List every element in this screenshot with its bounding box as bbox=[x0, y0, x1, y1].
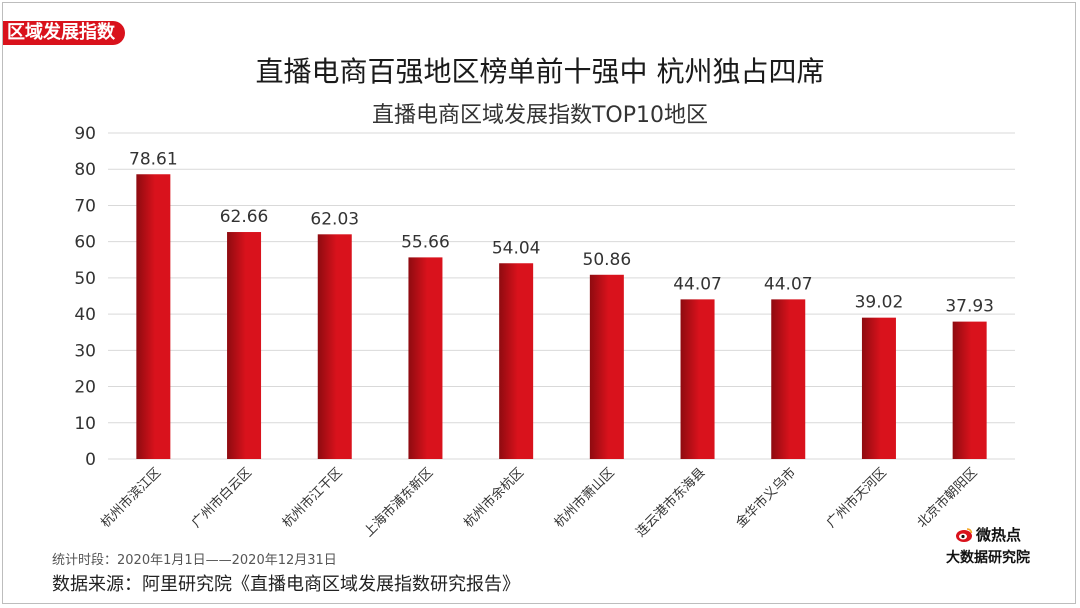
bar bbox=[227, 232, 262, 459]
y-tick-label: 60 bbox=[74, 233, 96, 253]
bar bbox=[136, 174, 171, 459]
time-period-note: 统计时段：2020年1月1日——2020年12月31日 bbox=[52, 553, 337, 568]
brand-top-text: 微热点 bbox=[975, 526, 1021, 544]
bar-value-label: 50.86 bbox=[583, 250, 632, 270]
x-tick-label: 广州市白云区 bbox=[188, 465, 254, 531]
x-tick-label: 上海市浦东新区 bbox=[361, 465, 437, 541]
y-tick-label: 20 bbox=[74, 378, 96, 398]
y-tick-label: 0 bbox=[85, 450, 96, 470]
bar bbox=[952, 321, 987, 459]
bar-value-label: 62.66 bbox=[220, 207, 269, 227]
x-tick-label: 杭州市滨江区 bbox=[98, 465, 164, 531]
bar bbox=[589, 274, 624, 459]
bar-value-label: 78.61 bbox=[129, 149, 178, 169]
data-source: 数据来源：阿里研究院《直播电商区域发展指数研究报告》 bbox=[52, 574, 520, 595]
bar bbox=[499, 263, 534, 459]
y-tick-label: 40 bbox=[74, 305, 96, 325]
bar-value-label: 44.07 bbox=[673, 274, 722, 294]
bar-value-label: 37.93 bbox=[945, 297, 994, 317]
bar bbox=[408, 257, 443, 459]
x-tick-label: 连云港市东海县 bbox=[633, 465, 709, 541]
page-title: 直播电商百强地区榜单前十强中 杭州独占四席 bbox=[255, 55, 825, 88]
bar bbox=[771, 299, 806, 459]
x-tick-label: 杭州市萧山区 bbox=[551, 465, 617, 531]
x-tick-label: 金华市义乌市 bbox=[733, 465, 799, 531]
bar-series bbox=[136, 174, 987, 459]
bar-value-label: 44.07 bbox=[764, 274, 813, 294]
bar-value-label: 62.03 bbox=[310, 209, 359, 229]
brand-bottom-text: 大数据研究院 bbox=[946, 550, 1030, 566]
bar bbox=[861, 317, 896, 459]
chart-subtitle: 直播电商区域发展指数TOP10地区 bbox=[371, 103, 709, 128]
x-tick-label: 广州市天河区 bbox=[823, 465, 889, 531]
x-tick-label: 杭州市余杭区 bbox=[460, 465, 526, 531]
weibo-eye-icon bbox=[955, 527, 973, 542]
y-tick-label: 30 bbox=[74, 341, 96, 361]
bar-value-label: 55.66 bbox=[401, 232, 450, 252]
x-tick-label: 北京市朝阳区 bbox=[914, 465, 980, 531]
bar bbox=[317, 234, 352, 459]
y-tick-label: 70 bbox=[74, 196, 96, 216]
y-tick-label: 80 bbox=[74, 160, 96, 180]
section-tag: 区域发展指数 bbox=[3, 21, 125, 45]
y-axis: 0 10 20 30 40 50 60 70 80 90 bbox=[74, 124, 96, 470]
y-tick-label: 10 bbox=[74, 414, 96, 434]
x-tick-label: 杭州市江干区 bbox=[279, 465, 345, 531]
y-tick-label: 90 bbox=[74, 124, 96, 144]
brand-logo: 微热点 大数据研究院 bbox=[928, 524, 1048, 567]
data-labels: 78.61 62.66 62.03 55.66 54.04 50.86 44.07 44.07… bbox=[129, 149, 994, 316]
x-axis: 杭州市滨江区 广州市白云区 杭州市江干区 上海市浦东新区 杭州市余杭区 杭州市萧山区 连云港… bbox=[98, 465, 981, 541]
y-tick-label: 50 bbox=[74, 269, 96, 289]
bar-value-label: 54.04 bbox=[492, 238, 541, 258]
bar-value-label: 39.02 bbox=[855, 293, 904, 313]
bar bbox=[680, 299, 715, 459]
